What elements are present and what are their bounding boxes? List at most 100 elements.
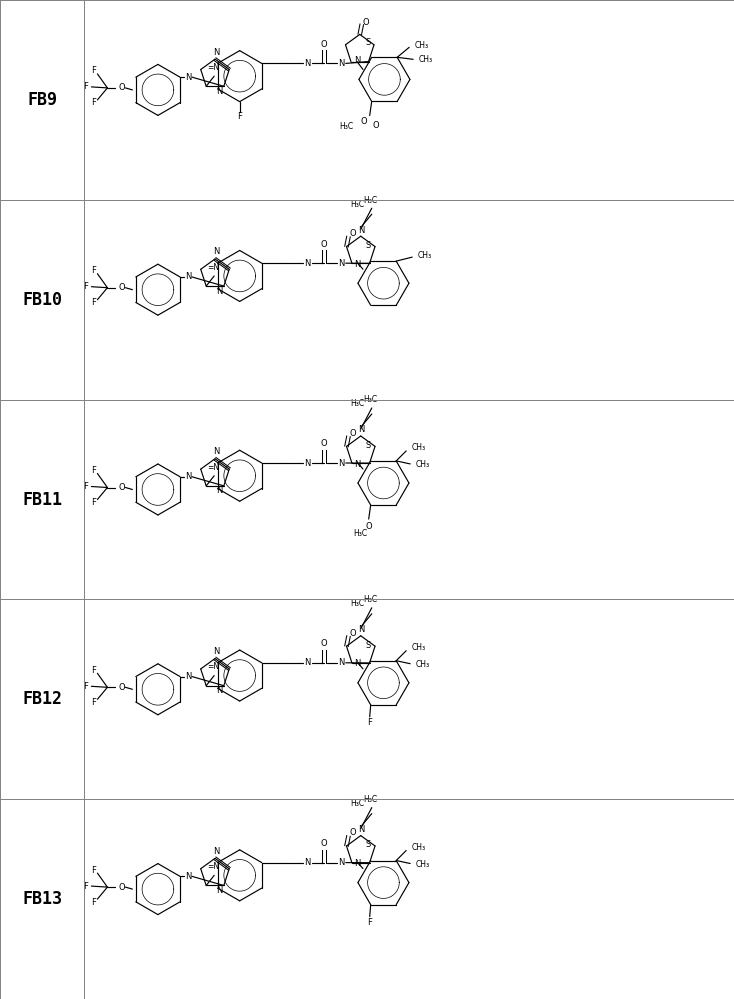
Text: H₃C: H₃C bbox=[340, 122, 354, 131]
Text: H₃C: H₃C bbox=[351, 200, 365, 209]
Text: N: N bbox=[305, 858, 311, 867]
Text: N: N bbox=[338, 459, 345, 468]
Text: N: N bbox=[359, 625, 365, 634]
Text: O: O bbox=[349, 229, 356, 238]
Text: O: O bbox=[118, 83, 125, 92]
Text: F: F bbox=[367, 718, 372, 727]
Text: O: O bbox=[366, 521, 372, 530]
Text: =N: =N bbox=[207, 463, 219, 472]
Text: O: O bbox=[321, 240, 327, 249]
Text: O: O bbox=[118, 682, 125, 691]
Text: F: F bbox=[83, 282, 88, 291]
Text: N: N bbox=[213, 48, 219, 57]
Text: S: S bbox=[366, 38, 371, 47]
Text: FB13: FB13 bbox=[22, 890, 62, 908]
Text: =N: =N bbox=[207, 862, 219, 871]
Text: F: F bbox=[237, 112, 242, 121]
Text: CH₃: CH₃ bbox=[411, 643, 425, 652]
Text: F: F bbox=[91, 466, 96, 475]
Text: CH₃: CH₃ bbox=[415, 461, 429, 470]
Text: N: N bbox=[338, 858, 345, 867]
Text: F: F bbox=[91, 66, 96, 75]
Text: H₃C: H₃C bbox=[364, 595, 378, 604]
Text: H₃C: H₃C bbox=[351, 400, 365, 409]
Text: CH₃: CH₃ bbox=[411, 843, 425, 852]
Text: N: N bbox=[354, 260, 360, 269]
Text: N: N bbox=[185, 73, 191, 82]
Text: S: S bbox=[366, 241, 371, 250]
Text: F: F bbox=[83, 482, 88, 491]
Text: O: O bbox=[321, 639, 327, 648]
Text: H₃C: H₃C bbox=[364, 795, 378, 804]
Text: CH₃: CH₃ bbox=[418, 55, 432, 64]
Text: F: F bbox=[91, 298, 96, 308]
Text: F: F bbox=[91, 266, 96, 275]
Text: O: O bbox=[349, 828, 356, 837]
Text: S: S bbox=[366, 441, 371, 450]
Text: N: N bbox=[185, 672, 191, 681]
Text: H₃C: H₃C bbox=[351, 599, 365, 608]
Text: F: F bbox=[83, 82, 88, 91]
Text: N: N bbox=[305, 459, 311, 468]
Text: H₃C: H₃C bbox=[351, 799, 365, 808]
Text: F: F bbox=[91, 98, 96, 108]
Text: O: O bbox=[321, 40, 327, 49]
Text: N: N bbox=[213, 448, 219, 457]
Text: H₃C: H₃C bbox=[364, 396, 378, 405]
Text: S: S bbox=[366, 840, 371, 849]
Text: F: F bbox=[83, 681, 88, 690]
Text: F: F bbox=[91, 897, 96, 907]
Text: H₃C: H₃C bbox=[354, 528, 368, 537]
Text: F: F bbox=[91, 697, 96, 707]
Text: FB12: FB12 bbox=[22, 690, 62, 708]
Text: N: N bbox=[213, 647, 219, 656]
Text: N: N bbox=[217, 886, 223, 895]
Text: O: O bbox=[360, 117, 367, 126]
Text: CH₃: CH₃ bbox=[415, 860, 429, 869]
Text: =N: =N bbox=[207, 263, 219, 272]
Text: N: N bbox=[359, 426, 365, 435]
Text: S: S bbox=[366, 640, 371, 649]
Text: N: N bbox=[185, 872, 191, 881]
Text: FB11: FB11 bbox=[22, 491, 62, 508]
Text: CH₃: CH₃ bbox=[414, 41, 429, 50]
Text: N: N bbox=[213, 847, 219, 856]
Text: N: N bbox=[217, 87, 223, 96]
Text: =N: =N bbox=[207, 662, 219, 671]
Text: F: F bbox=[91, 665, 96, 674]
Text: N: N bbox=[359, 825, 365, 834]
Text: N: N bbox=[338, 259, 345, 268]
Text: N: N bbox=[217, 287, 223, 296]
Text: O: O bbox=[321, 440, 327, 449]
Text: F: F bbox=[367, 918, 372, 927]
Text: N: N bbox=[185, 473, 191, 482]
Text: H₃C: H₃C bbox=[364, 196, 378, 205]
Text: F: F bbox=[91, 865, 96, 874]
Text: N: N bbox=[354, 659, 360, 668]
Text: O: O bbox=[321, 839, 327, 848]
Text: N: N bbox=[217, 686, 223, 695]
Text: F: F bbox=[91, 498, 96, 507]
Text: FB9: FB9 bbox=[27, 91, 57, 109]
Text: O: O bbox=[118, 483, 125, 492]
Text: O: O bbox=[372, 121, 379, 130]
Text: O: O bbox=[118, 283, 125, 292]
Text: O: O bbox=[118, 882, 125, 891]
Text: N: N bbox=[338, 658, 345, 667]
Text: CH₃: CH₃ bbox=[415, 660, 429, 669]
Text: O: O bbox=[363, 18, 369, 27]
Text: N: N bbox=[213, 248, 219, 257]
Text: =N: =N bbox=[207, 63, 219, 72]
Text: N: N bbox=[354, 460, 360, 469]
Text: N: N bbox=[338, 59, 345, 68]
Text: O: O bbox=[349, 429, 356, 438]
Text: N: N bbox=[217, 487, 223, 496]
Text: F: F bbox=[83, 881, 88, 890]
Text: N: N bbox=[305, 259, 311, 268]
Text: N: N bbox=[305, 658, 311, 667]
Text: N: N bbox=[354, 56, 360, 65]
Text: N: N bbox=[305, 59, 311, 68]
Text: CH₃: CH₃ bbox=[417, 251, 432, 260]
Text: FB10: FB10 bbox=[22, 291, 62, 309]
Text: N: N bbox=[354, 859, 360, 868]
